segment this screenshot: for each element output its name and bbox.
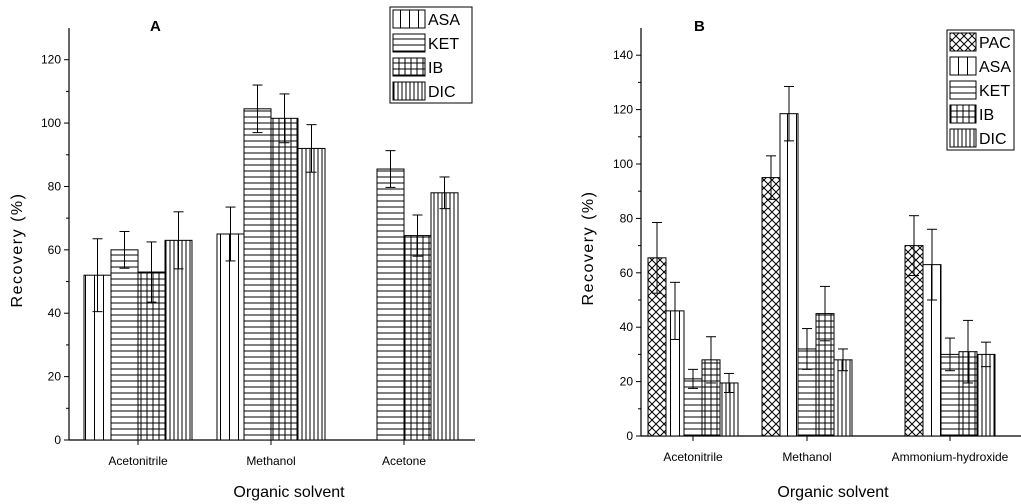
error-bar xyxy=(706,336,716,384)
y-tick-label: 20 xyxy=(620,375,634,389)
y-tick-label: 20 xyxy=(48,370,62,384)
legend-label: ASA xyxy=(979,59,1011,76)
legend-swatch-ib xyxy=(392,57,426,77)
x-tick-label: Acetonitrile xyxy=(108,454,168,468)
error-bar xyxy=(225,206,236,262)
bar-dic xyxy=(430,192,459,441)
legend-label: DIC xyxy=(979,131,1007,148)
x-tick-label: Ammonium-hydroxide xyxy=(892,450,1009,464)
error-bar xyxy=(385,150,396,188)
x-axis-title: Organic solvent xyxy=(777,484,889,501)
legend: ASA KET IB DIC xyxy=(389,6,473,104)
legend-swatch-ib xyxy=(949,104,977,124)
legend-label: DIC xyxy=(428,84,456,101)
error-bar xyxy=(652,221,662,294)
y-tick-label: 40 xyxy=(48,306,62,320)
y-tick-label: 80 xyxy=(48,179,62,193)
legend-swatch-asa xyxy=(392,9,426,29)
y-tick-label: 120 xyxy=(613,103,633,117)
error-bar xyxy=(119,230,130,269)
x-tick-label: Acetonitrile xyxy=(663,450,723,464)
error-bar xyxy=(945,337,955,372)
bar-dic xyxy=(164,239,193,441)
y-axis-title: Recovery (%) xyxy=(9,193,26,308)
error-bar xyxy=(252,84,263,134)
bar-dic xyxy=(297,147,326,441)
y-tick-label: 0 xyxy=(54,433,61,447)
legend-label: PAC xyxy=(979,35,1011,52)
bar-ib xyxy=(270,117,299,441)
panel-label: B xyxy=(694,18,705,35)
legend-label: ASA xyxy=(428,12,460,29)
error-bar xyxy=(802,328,812,370)
error-bar xyxy=(784,85,794,142)
legend-label: IB xyxy=(428,60,443,77)
error-bar xyxy=(688,368,698,389)
chart-panel-b: B Recovery (%) Organic solvent 0 20 40 60 80… xyxy=(580,18,1021,501)
panel-label: A xyxy=(150,18,161,35)
legend-label: IB xyxy=(979,107,994,124)
error-bar xyxy=(92,238,103,313)
y-tick-label: 60 xyxy=(48,243,62,257)
bar-ket xyxy=(243,108,272,441)
error-bar xyxy=(909,215,919,277)
y-tick-label: 120 xyxy=(41,53,61,67)
y-tick-label: 100 xyxy=(613,157,633,171)
legend-swatch-dic xyxy=(949,128,977,148)
x-tick-label: Methanol xyxy=(782,450,831,464)
legend-swatch-ket xyxy=(392,33,426,53)
legend-label: KET xyxy=(428,36,459,53)
bar-dic xyxy=(833,359,853,437)
chart-panel-a: A Recovery (%) Organic solvent 0 20 40 60 80… xyxy=(9,6,475,501)
error-bar xyxy=(724,372,734,393)
error-bar xyxy=(173,211,184,270)
bar-asa xyxy=(216,233,245,441)
error-bar xyxy=(838,348,848,372)
x-tick-label: Methanol xyxy=(246,454,295,468)
legend-swatch-asa xyxy=(949,56,977,76)
bar-ib xyxy=(403,235,432,441)
bar-ket xyxy=(376,168,405,441)
y-tick-label: 60 xyxy=(620,266,634,280)
legend-swatch-dic xyxy=(392,81,426,101)
bar-ket xyxy=(110,249,139,441)
y-tick-label: 0 xyxy=(626,429,633,443)
bar-asa xyxy=(779,113,799,437)
y-tick-label: 100 xyxy=(41,116,61,130)
error-bar xyxy=(670,281,680,340)
bar-pac xyxy=(761,177,781,437)
legend-swatch-ket xyxy=(949,80,977,100)
error-bar xyxy=(981,341,991,368)
error-bar xyxy=(279,93,290,144)
legend: PAC ASA KET IB DIC xyxy=(946,29,1015,151)
legend-label: KET xyxy=(979,83,1010,100)
error-bar xyxy=(412,214,423,257)
error-bar xyxy=(820,285,830,342)
y-tick-label: 80 xyxy=(620,211,634,225)
error-bar xyxy=(766,155,776,200)
x-tick-label: Acetone xyxy=(382,454,426,468)
y-tick-label: 40 xyxy=(620,320,634,334)
error-bar xyxy=(927,228,937,301)
error-bar xyxy=(306,124,317,173)
x-axis-title: Organic solvent xyxy=(233,484,345,501)
error-bar xyxy=(963,319,973,384)
error-bar xyxy=(439,176,450,210)
error-bar xyxy=(146,241,157,303)
y-axis-title: Recovery (%) xyxy=(580,191,597,306)
y-tick-label: 140 xyxy=(613,48,633,62)
legend-swatch-pac xyxy=(949,32,977,52)
bar-asa xyxy=(83,274,112,441)
